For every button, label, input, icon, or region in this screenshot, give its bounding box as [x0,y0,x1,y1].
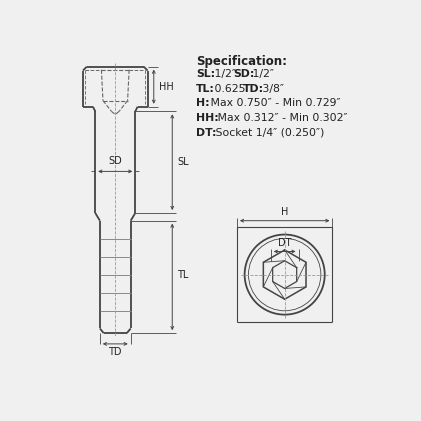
Text: DT: DT [278,238,291,248]
Text: Max 0.312″ - Min 0.302″: Max 0.312″ - Min 0.302″ [213,113,347,123]
Text: SL: SL [177,157,189,167]
Text: SD:: SD: [233,69,254,79]
Text: DT:: DT: [196,128,217,138]
Text: H:: H: [196,98,210,108]
Text: 0.625″: 0.625″ [210,84,253,93]
Text: TD:: TD: [243,84,264,93]
Text: 1/2″: 1/2″ [249,69,274,79]
Text: HH: HH [159,82,174,92]
Text: 1/2″: 1/2″ [211,69,240,79]
Text: SD: SD [108,156,122,166]
Text: TD: TD [109,347,122,357]
Text: Specification:: Specification: [196,55,287,68]
Text: H: H [281,207,288,217]
Text: HH:: HH: [196,113,219,123]
Text: TL: TL [177,269,188,280]
Text: Socket 1/4″ (0.250″): Socket 1/4″ (0.250″) [212,128,324,138]
Text: TL:: TL: [196,84,215,93]
Text: 3/8″: 3/8″ [259,84,284,93]
Text: SL:: SL: [196,69,215,79]
Text: Max 0.750″ - Min 0.729″: Max 0.750″ - Min 0.729″ [207,98,340,108]
